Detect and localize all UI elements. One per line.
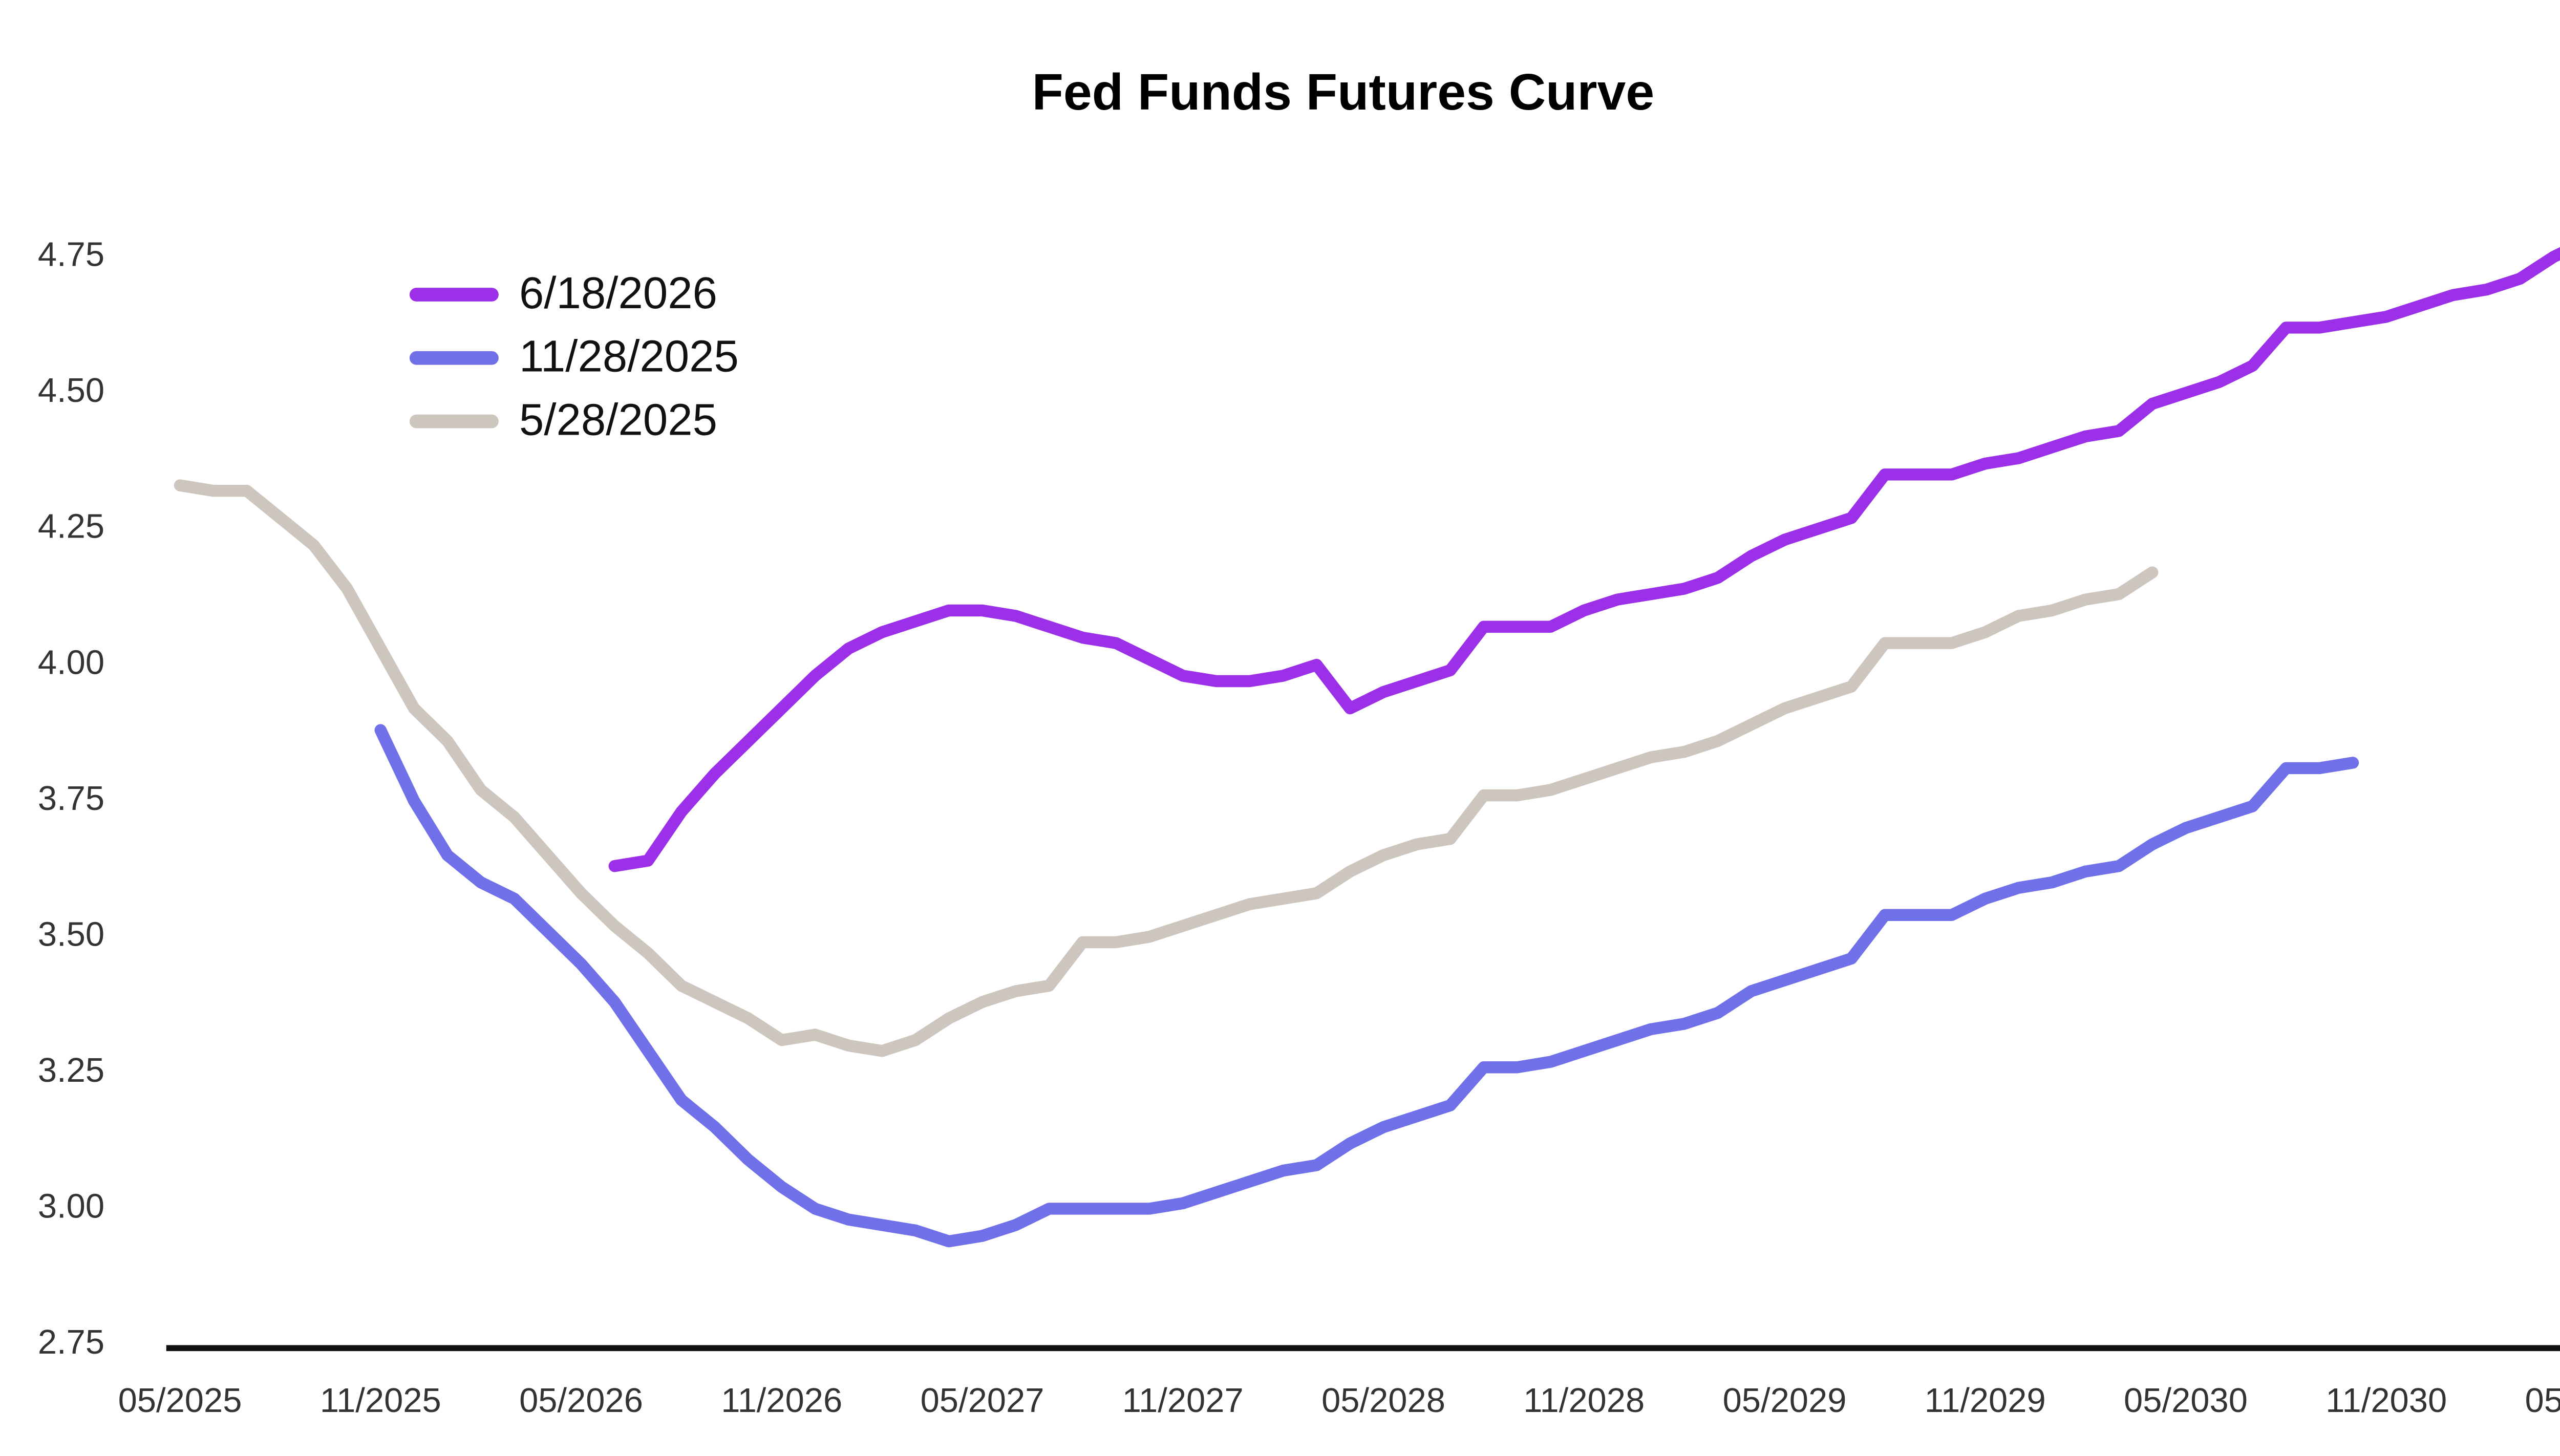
- series-line: [174, 479, 2159, 1057]
- x-tick-label: 05/2025: [118, 1381, 242, 1420]
- x-tick-label: 05/2030: [2124, 1381, 2248, 1420]
- x-tick-label: 11/2030: [2326, 1381, 2447, 1420]
- y-tick-label: 4.75: [38, 235, 104, 274]
- y-tick-label: 4.25: [38, 507, 104, 546]
- chart-title: Fed Funds Futures Curve: [1032, 63, 1655, 121]
- x-tick-label: 11/2029: [1925, 1381, 2046, 1420]
- y-tick-label: 4.00: [38, 643, 104, 681]
- y-tick-label: 2.75: [38, 1323, 104, 1361]
- y-tick-label: 4.50: [38, 371, 104, 410]
- series-line: [608, 247, 2560, 872]
- series-line: [374, 724, 2359, 1248]
- y-tick-label: 3.75: [38, 779, 104, 818]
- x-tick-label: 05/2031: [2525, 1381, 2560, 1420]
- x-tick-label: 11/2026: [721, 1381, 842, 1420]
- x-tick-label: 05/2028: [1321, 1381, 1445, 1420]
- legend-label: 5/28/2025: [519, 395, 717, 444]
- x-tick-label: 11/2027: [1122, 1381, 1244, 1420]
- y-tick-label: 3.50: [38, 915, 104, 953]
- x-tick-label: 05/2026: [519, 1381, 643, 1420]
- x-tick-label: 11/2025: [320, 1381, 441, 1420]
- x-tick-label: 05/2027: [921, 1381, 1044, 1420]
- y-tick-label: 3.00: [38, 1187, 104, 1226]
- legend-label: 6/18/2026: [519, 268, 717, 318]
- y-tick-label: 3.25: [38, 1051, 104, 1089]
- x-tick-label: 05/2029: [1723, 1381, 1847, 1420]
- x-tick-label: 11/2028: [1523, 1381, 1645, 1420]
- legend-label: 11/28/2025: [519, 332, 739, 381]
